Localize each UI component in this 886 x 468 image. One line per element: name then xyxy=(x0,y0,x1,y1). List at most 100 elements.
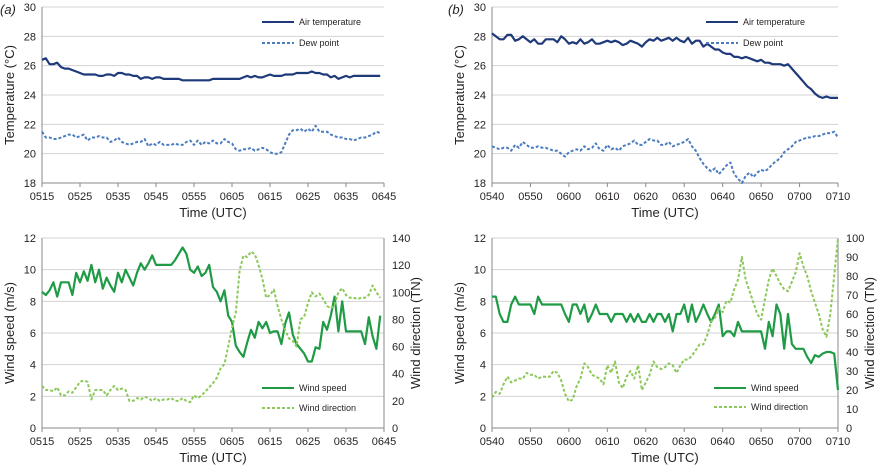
x-tick-label: 0515 xyxy=(30,436,54,448)
wind-direction-line xyxy=(491,237,839,403)
x-axis-title: Time (UTC) xyxy=(179,450,246,465)
x-tick-label: 0630 xyxy=(672,436,696,448)
y2-tick-label: 20 xyxy=(846,385,858,397)
x-tick-label: 0555 xyxy=(182,191,206,203)
x-tick-label: 0645 xyxy=(372,436,396,448)
x-tick-label: 0615 xyxy=(258,436,282,448)
x-tick-label: 0620 xyxy=(634,191,658,203)
x-tick-label: 0540 xyxy=(480,436,504,448)
legend-label: Air temperature xyxy=(299,17,361,27)
chart-panel-3: 0 2 4 6 8 10 12 0515 0525 0535 0545 0555 0605 0615 062… xyxy=(2,233,423,465)
y2-tick-label: 100 xyxy=(846,233,864,245)
x-tick-label: 0555 xyxy=(182,436,206,448)
y-tick-label: 4 xyxy=(30,360,36,372)
y-axis-title: Temperature (°C) xyxy=(452,45,467,145)
y-tick-label: 30 xyxy=(24,2,36,14)
y-tick-label: 24 xyxy=(474,90,486,102)
y-tick-label: 28 xyxy=(24,31,36,43)
chart-panel-2: 18 20 22 24 26 28 30 0540 0550 0600 0610 0620 0630 06… xyxy=(448,2,850,220)
x-tick-label: 0600 xyxy=(557,191,581,203)
x-tick-label: 0545 xyxy=(144,436,168,448)
y2-tick-label: 100 xyxy=(392,287,410,299)
y2-tick-label: 70 xyxy=(846,290,858,302)
x-axis-title: Time (UTC) xyxy=(179,205,246,220)
y-tick-label: 4 xyxy=(480,360,486,372)
y2-tick-label: 40 xyxy=(846,347,858,359)
y-tick-label: 18 xyxy=(24,178,36,190)
y-tick-label: 0 xyxy=(30,423,36,435)
y-tick-label: 20 xyxy=(474,149,486,161)
wind-direction-line xyxy=(41,250,382,404)
y2-tick-label: 120 xyxy=(392,260,410,272)
x-tick-label: 0535 xyxy=(106,191,130,203)
chart-panel-1: 18 20 22 24 26 28 30 0515 0525 0535 0545 0555 0605 06… xyxy=(0,2,396,220)
x-tick-label: 0620 xyxy=(634,436,658,448)
x-axis-title: Time (UTC) xyxy=(631,205,698,220)
legend-label: Dew point xyxy=(743,38,784,48)
legend-label: Wind direction xyxy=(299,403,356,413)
y-tick-label: 12 xyxy=(474,233,486,245)
y2-tick-label: 20 xyxy=(392,396,404,408)
y2-axis-title: Wind direction (TN) xyxy=(408,277,423,389)
x-tick-label: 0625 xyxy=(296,191,320,203)
legend-label: Air temperature xyxy=(743,17,805,27)
x-tick-label: 0610 xyxy=(595,436,619,448)
y2-tick-label: 50 xyxy=(846,328,858,340)
y-tick-label: 10 xyxy=(24,265,36,277)
x-tick-label: 0550 xyxy=(518,191,542,203)
y-axis-title: Temperature (°C) xyxy=(2,45,17,145)
legend-label: Dew point xyxy=(299,38,340,48)
x-tick-label: 0550 xyxy=(518,436,542,448)
y2-tick-label: 140 xyxy=(392,233,410,245)
y2-axis-title: Wind direction (TN) xyxy=(862,277,877,389)
y-axis-title: Wind speed (m/s) xyxy=(452,282,467,384)
y-tick-label: 24 xyxy=(24,90,36,102)
y-tick-label: 26 xyxy=(24,61,36,73)
y-tick-label: 22 xyxy=(24,119,36,131)
y-tick-label: 10 xyxy=(474,265,486,277)
y2-tick-label: 30 xyxy=(846,366,858,378)
x-tick-label: 0545 xyxy=(144,191,168,203)
wind-speed-line xyxy=(41,246,382,363)
y-tick-label: 26 xyxy=(474,61,486,73)
x-tick-label: 0610 xyxy=(595,191,619,203)
legend-label: Wind speed xyxy=(751,383,799,393)
legend-label: Wind speed xyxy=(299,383,347,393)
y-tick-label: 20 xyxy=(24,149,36,161)
x-tick-label: 0635 xyxy=(334,436,358,448)
y2-tick-label: 60 xyxy=(392,342,404,354)
air-temperature-line xyxy=(491,32,838,100)
x-tick-label: 0710 xyxy=(826,436,850,448)
x-tick-label: 0700 xyxy=(787,191,811,203)
x-tick-label: 0625 xyxy=(296,436,320,448)
y-tick-label: 6 xyxy=(480,328,486,340)
x-axis-title: Time (UTC) xyxy=(631,450,698,465)
y-tick-label: 30 xyxy=(474,2,486,14)
x-tick-label: 0635 xyxy=(334,191,358,203)
y-tick-label: 22 xyxy=(474,119,486,131)
x-tick-label: 0605 xyxy=(220,436,244,448)
x-tick-label: 0650 xyxy=(749,436,773,448)
x-tick-label: 0525 xyxy=(68,436,92,448)
y2-tick-label: 40 xyxy=(392,369,404,381)
y2-tick-label: 0 xyxy=(392,423,398,435)
y-tick-label: 18 xyxy=(474,178,486,190)
x-tick-label: 0640 xyxy=(710,191,734,203)
wind-speed-line xyxy=(492,295,840,391)
legend-label: Wind direction xyxy=(751,402,808,412)
y-tick-label: 8 xyxy=(480,296,486,308)
x-tick-label: 0650 xyxy=(749,191,773,203)
y2-tick-label: 90 xyxy=(846,252,858,264)
x-tick-label: 0515 xyxy=(30,191,54,203)
x-tick-label: 0645 xyxy=(372,191,396,203)
panel-label: (a) xyxy=(0,2,16,17)
chart-panel-4: 0 2 4 6 8 10 12 0540 0550 0600 0610 0620 0630 0640 065… xyxy=(452,233,877,465)
x-tick-label: 0605 xyxy=(220,191,244,203)
y-tick-label: 2 xyxy=(30,391,36,403)
x-tick-label: 0700 xyxy=(787,436,811,448)
x-tick-label: 0640 xyxy=(710,436,734,448)
x-tick-label: 0630 xyxy=(672,191,696,203)
y-axis-title: Wind speed (m/s) xyxy=(2,282,17,384)
dew-point-line xyxy=(491,130,839,184)
